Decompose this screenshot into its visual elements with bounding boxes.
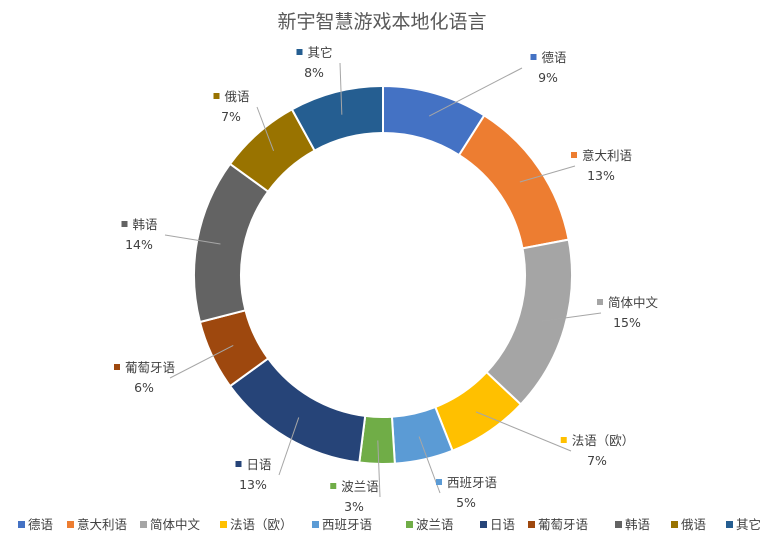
slice-label: 德语 [542,50,567,65]
leader-line [339,62,343,115]
slice-2 [457,114,570,250]
label-marker [235,461,242,467]
legend-item: 法语（欧） [230,517,293,532]
label-marker [530,54,537,60]
slice-value: 5% [456,495,476,510]
slice-label: 其它 [308,45,333,60]
leader-line [428,67,523,117]
slices [193,84,573,465]
legend-marker [726,521,733,528]
legend-item: 德语 [28,517,53,532]
legend-marker [671,521,678,528]
legend-item: 其它 [736,517,761,532]
legend-marker [480,521,487,528]
legend-marker [220,521,227,528]
legend-marker [406,521,413,528]
label-marker [121,221,128,227]
leader-line [377,440,381,498]
slice-value: 7% [221,109,241,124]
label-marker [114,364,120,370]
slice-value: 9% [538,70,558,85]
data-labels: 德语 9% 意大利语 13% 简体中文 15% 法语（欧） 7% 西班牙语 5% 波兰语 3% 日语 13… [114,45,659,514]
slice-value: 15% [613,315,641,330]
legend-item: 西班牙语 [322,517,372,532]
slice-3 [485,238,573,406]
legend-item: 简体中文 [150,517,201,532]
legend-item: 葡萄牙语 [538,517,588,532]
slice-value: 8% [304,65,324,80]
label-marker [330,483,337,489]
label-marker [296,49,303,55]
leader-line [278,417,300,476]
legend-marker [528,521,535,528]
slice-9 [193,162,270,324]
leader-line [475,411,572,452]
label-marker [597,299,603,305]
slice-value: 7% [587,453,607,468]
legend-marker [140,521,147,528]
slice-value: 14% [125,237,153,252]
legend-item: 日语 [490,517,515,532]
leader-line [169,345,234,379]
slice-label: 意大利语 [582,148,632,163]
slice-7 [228,357,367,464]
label-marker [560,437,567,443]
leader-line [164,234,221,245]
slice-value: 13% [239,477,267,492]
slice-value: 3% [344,499,364,514]
legend-marker [67,521,74,528]
slice-label: 日语 [247,457,272,472]
legend: 德语 意大利语 简体中文 法语（欧） 西班牙语 波兰语 日语 葡萄牙语 韩语 俄语 其它 [18,517,761,532]
leader-line [519,165,576,183]
legend-marker [615,521,622,528]
legend-marker [18,521,25,528]
slice-label: 西班牙语 [447,475,497,490]
slice-value: 6% [134,380,154,395]
slice-label: 韩语 [133,217,158,232]
label-marker [213,93,220,99]
legend-item: 韩语 [625,517,650,532]
legend-item: 意大利语 [77,517,127,532]
label-marker [571,152,577,158]
slice-label: 葡萄牙语 [125,360,175,375]
legend-item: 波兰语 [416,517,454,532]
slice-value: 13% [587,168,615,183]
chart-title: 新宇智慧游戏本地化语言 [277,11,486,33]
slice-label: 波兰语 [341,479,379,494]
slice-label: 法语（欧） [572,433,635,448]
slice-11 [290,84,384,152]
slice-label: 简体中文 [608,295,659,310]
leader-line [256,106,275,152]
legend-item: 俄语 [681,517,706,532]
legend-marker [312,521,319,528]
slice-label: 俄语 [225,89,250,104]
label-marker [436,479,442,485]
leader-line [541,312,602,322]
